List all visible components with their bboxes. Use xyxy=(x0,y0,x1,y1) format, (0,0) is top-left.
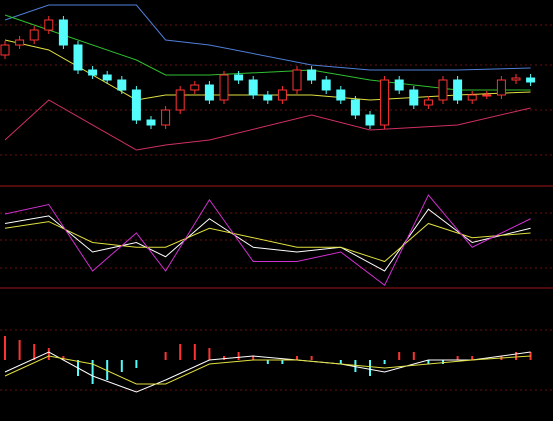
candle-body xyxy=(204,84,214,101)
candle-body xyxy=(526,77,536,83)
candle-body xyxy=(175,89,185,111)
candle-body xyxy=(423,99,433,106)
candle-body xyxy=(29,29,39,41)
candle-body xyxy=(482,94,492,97)
kdj-line xyxy=(4,221,531,263)
price-line xyxy=(4,14,531,91)
candle-body xyxy=(496,79,506,96)
candle-body xyxy=(219,74,229,101)
candle-body xyxy=(15,39,25,46)
candle-body xyxy=(248,79,258,96)
candle-body xyxy=(511,77,521,81)
candle-body xyxy=(131,89,141,121)
macd-line xyxy=(4,351,531,393)
candle-body xyxy=(307,69,317,81)
price-line xyxy=(4,4,531,71)
candle-body xyxy=(394,79,404,91)
candle-body xyxy=(44,19,54,31)
price-line xyxy=(4,99,531,151)
candle-body xyxy=(263,94,273,101)
candle-body xyxy=(438,79,448,101)
candle-body xyxy=(117,79,127,91)
candle-body xyxy=(409,89,419,106)
candle-body xyxy=(190,84,200,91)
candle-body xyxy=(380,79,390,126)
candle-body xyxy=(350,99,360,116)
candle-body xyxy=(292,69,302,91)
candle-body xyxy=(88,69,98,76)
candle-body xyxy=(234,74,244,81)
candle-body xyxy=(0,44,10,56)
kdj-line xyxy=(4,194,531,287)
kdj-line xyxy=(4,208,531,272)
candle-body xyxy=(161,109,171,126)
macd-line xyxy=(4,355,531,385)
candle-body xyxy=(453,79,463,101)
candle-body xyxy=(321,79,331,91)
candle-body xyxy=(365,114,375,126)
candle-body xyxy=(73,44,83,71)
candle-body xyxy=(58,19,68,46)
candle-body xyxy=(102,74,112,81)
candle-body xyxy=(467,94,477,101)
candle-body xyxy=(277,89,287,101)
candle-body xyxy=(146,119,156,126)
candle-body xyxy=(336,89,346,101)
